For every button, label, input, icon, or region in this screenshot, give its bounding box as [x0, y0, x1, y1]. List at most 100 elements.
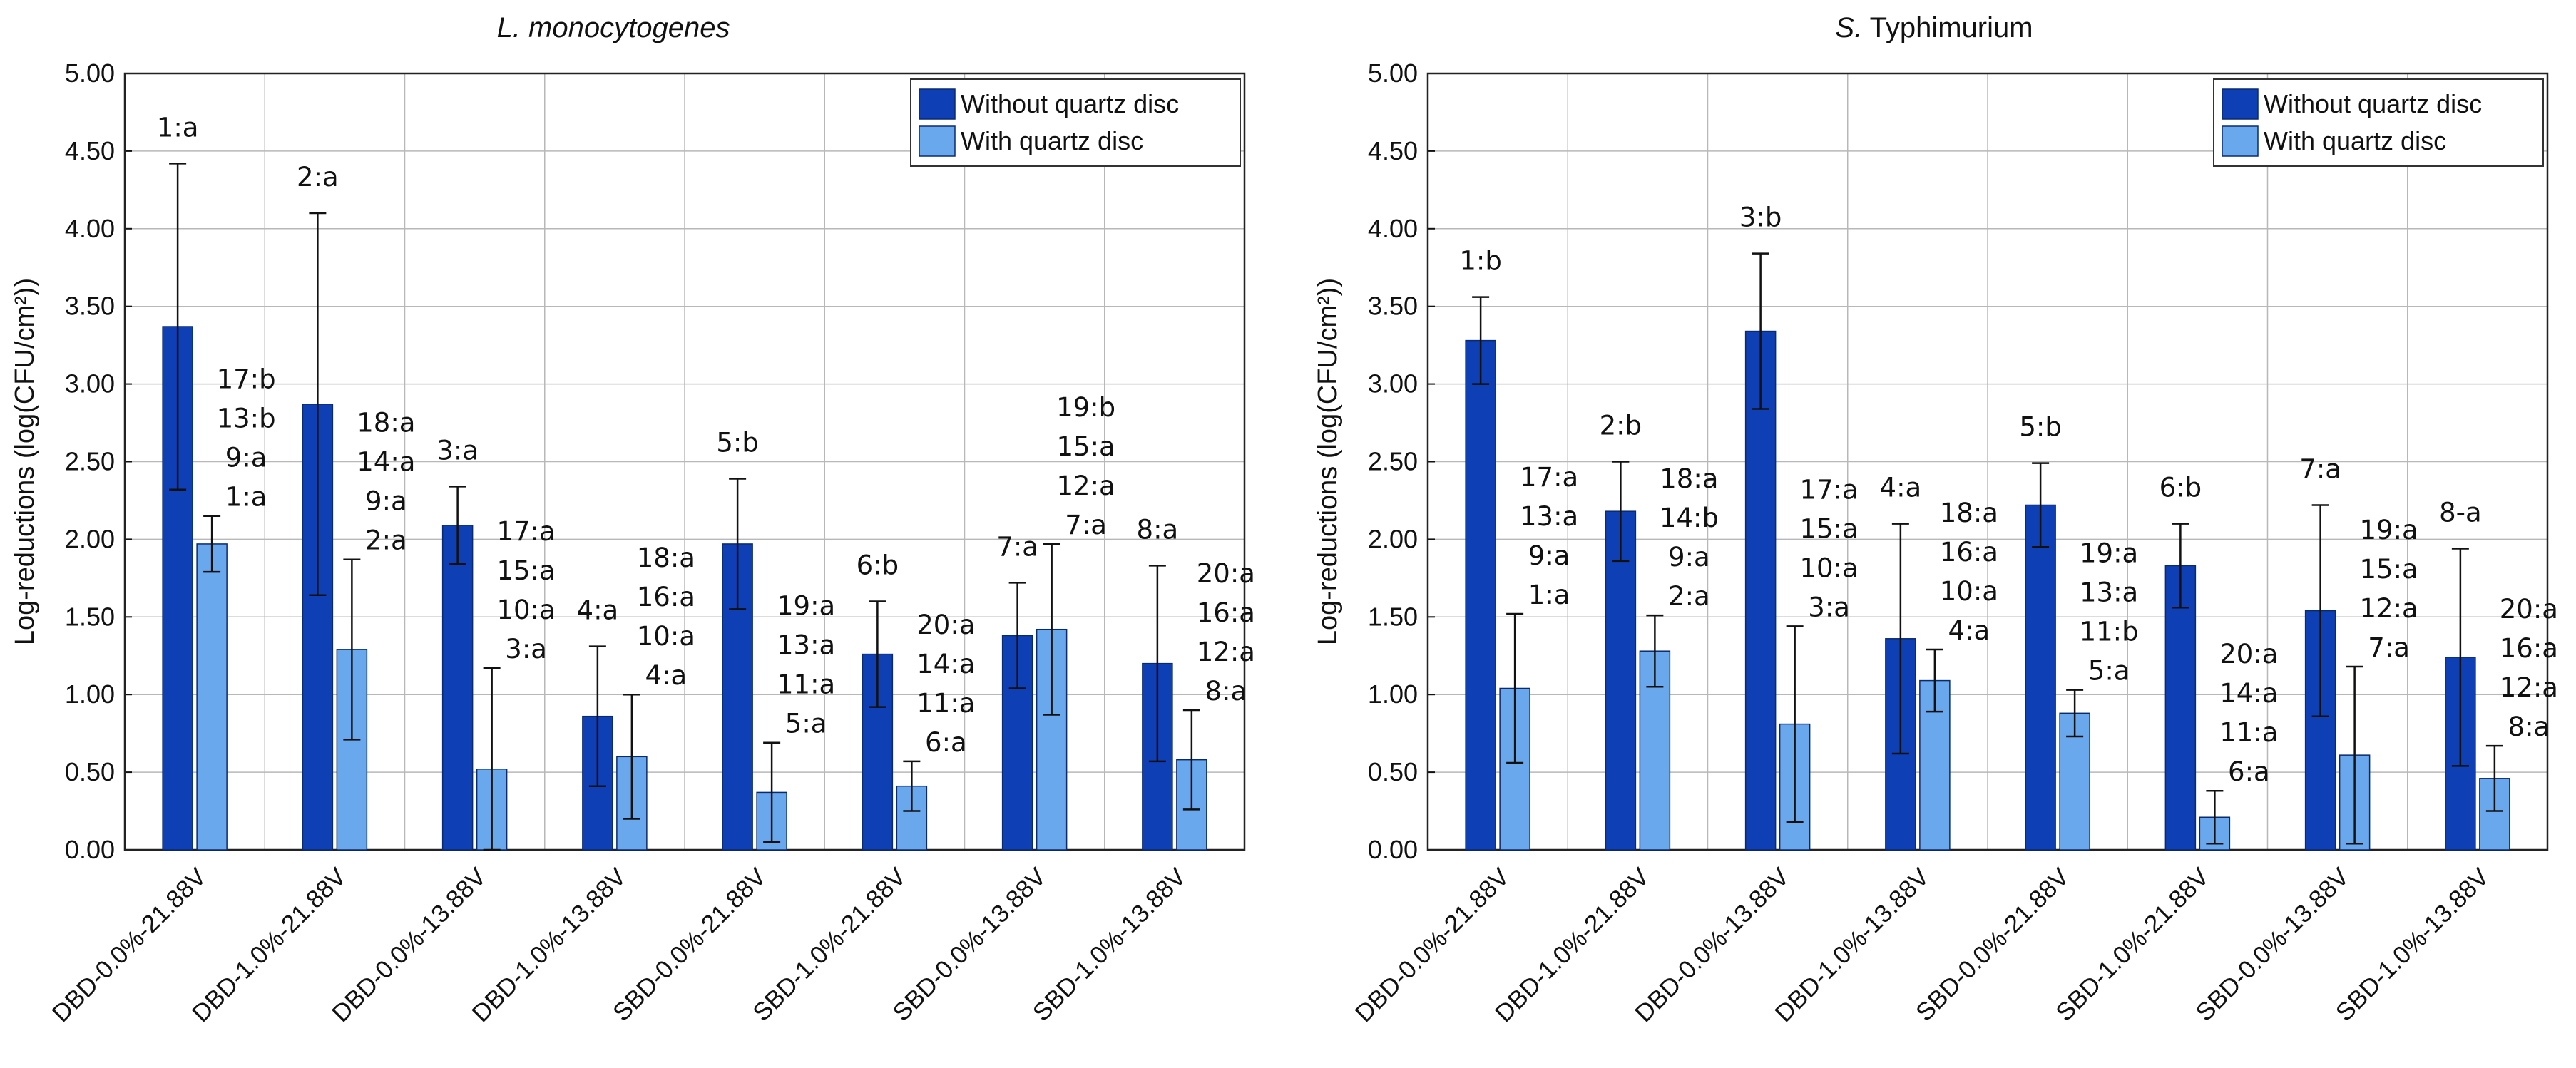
significance-label: 15:a — [1057, 431, 1115, 462]
x-tick-label: SBD-1.0%-21.88V — [747, 863, 911, 1027]
significance-label: 19:b — [1056, 392, 1115, 423]
y-tick-label: 2.00 — [1368, 524, 1418, 553]
legend: Without quartz disc With quartz disc — [910, 78, 1241, 167]
significance-label: 2:a — [1668, 581, 1710, 612]
significance-label: 12:a — [2360, 593, 2418, 624]
significance-label: 20:a — [2500, 594, 2558, 625]
significance-label: 17:a — [1800, 474, 1859, 505]
y-tick-label: 5.00 — [1368, 58, 1418, 88]
legend-swatch — [919, 88, 956, 120]
significance-label: 10:a — [1940, 576, 1998, 607]
y-tick-label: 1.00 — [1368, 679, 1418, 709]
y-tick-label: 5.00 — [65, 58, 115, 88]
significance-label: 2:b — [1600, 411, 1642, 441]
significance-label: 2:a — [365, 525, 407, 556]
x-tick-label: DBD-0.0%-13.88V — [327, 863, 492, 1028]
significance-label: 3:a — [505, 634, 547, 664]
significance-label: 4:a — [577, 595, 619, 626]
legend-swatch — [2222, 88, 2259, 120]
x-tick-label: SBD-0.0%-21.88V — [1911, 863, 2075, 1027]
significance-label: 19:a — [2080, 538, 2138, 569]
x-tick-label: SBD-0.0%-13.88V — [2190, 863, 2354, 1027]
x-tick-label: DBD-1.0%-21.88V — [187, 863, 352, 1028]
significance-label: 5:b — [2019, 412, 2062, 443]
significance-label: 3:a — [436, 435, 479, 466]
significance-label: 6:b — [857, 550, 899, 581]
y-tick-label: 1.00 — [65, 679, 115, 709]
significance-label: 7:a — [2299, 453, 2341, 484]
significance-label: 18:a — [357, 408, 415, 438]
significance-label: 5:a — [2088, 656, 2130, 687]
significance-label: 8:a — [1137, 514, 1179, 545]
x-tick-label: DBD-0.0%-21.88V — [1350, 863, 1516, 1028]
legend-box — [2213, 78, 2544, 167]
significance-label: 2:a — [297, 162, 339, 192]
significance-label: 18:a — [1940, 498, 1998, 528]
legend-label: With quartz disc — [961, 126, 1143, 155]
y-tick-label: 2.50 — [1368, 447, 1418, 476]
significance-label: 11:b — [2080, 617, 2139, 647]
chart-title: L. monocytogenes — [497, 12, 730, 43]
y-tick-label: 1.50 — [65, 602, 115, 631]
significance-label: 19:a — [777, 591, 835, 622]
significance-label: 20:a — [1197, 558, 1255, 589]
x-tick-label: DBD-1.0%-13.88V — [466, 863, 632, 1028]
x-tick-label: SBD-1.0%-13.88V — [2331, 863, 2495, 1027]
legend-label: Without quartz disc — [961, 89, 1179, 118]
bar — [1605, 510, 1637, 851]
significance-label: 9:a — [225, 443, 267, 473]
significance-label: 14:b — [1660, 503, 1719, 533]
y-axis-title: Log-reductions (log(CFU/cm²)) — [10, 278, 40, 645]
x-tick-label: DBD-0.0%-13.88V — [1630, 863, 1795, 1028]
significance-label: 9:a — [1528, 540, 1570, 571]
y-tick-label: 0.00 — [65, 835, 115, 864]
significance-label: 14:a — [916, 649, 975, 679]
y-tick-label: 1.50 — [1368, 602, 1418, 631]
plot-frame — [1426, 72, 2549, 851]
significance-label: 4:a — [1948, 615, 1990, 646]
x-tick-label: SBD-0.0%-21.88V — [608, 863, 772, 1027]
bar — [1744, 330, 1777, 851]
significance-label: 19:a — [2360, 515, 2418, 545]
x-tick-label: DBD-1.0%-21.88V — [1490, 863, 1655, 1028]
x-tick-label: SBD-1.0%-21.88V — [2050, 863, 2214, 1027]
y-tick-label: 3.50 — [65, 292, 115, 321]
significance-label: 16:a — [637, 582, 695, 612]
significance-label: 5:a — [785, 709, 827, 739]
significance-label: 7:a — [996, 531, 1038, 562]
y-tick-label: 0.00 — [1368, 835, 1418, 864]
x-tick-label: DBD-0.0%-21.88V — [47, 863, 213, 1028]
y-tick-label: 3.00 — [1368, 369, 1418, 399]
significance-label: 4:a — [645, 660, 688, 691]
significance-label: 12:a — [2500, 672, 2558, 703]
significance-label: 10:a — [637, 621, 695, 652]
chart-panel-2: S. Typhimurium 0.00 0.50 1.00 1.50 2.00 2.50 3.… — [1313, 12, 2558, 1027]
significance-label: 18:a — [1660, 463, 1718, 494]
significance-label: 5:b — [716, 427, 759, 458]
y-tick-label: 4.50 — [1368, 136, 1418, 165]
y-tick-label: 0.50 — [1368, 757, 1418, 786]
significance-label: 6:a — [2228, 756, 2270, 787]
significance-label: 10:a — [497, 595, 556, 625]
bar — [2025, 504, 2056, 851]
significance-label: 17:a — [1520, 462, 1578, 493]
significance-label: 7:a — [2368, 632, 2410, 663]
significance-label: 9:a — [365, 486, 407, 517]
chart-title-italic: S. — [1835, 12, 1862, 43]
bar — [2164, 565, 2197, 851]
significance-label: 1:a — [1528, 580, 1570, 610]
chart-title-rest: Typhimurium — [1862, 12, 2033, 43]
significance-label: 9:a — [1668, 542, 1710, 572]
y-tick-label: 2.00 — [65, 524, 115, 553]
significance-label: 6:a — [925, 727, 967, 758]
y-tick-label: 4.00 — [1368, 214, 1418, 243]
significance-label: 3:a — [1808, 592, 1850, 622]
significance-label: 8:a — [2508, 712, 2550, 742]
legend: Without quartz disc With quartz disc — [2213, 78, 2544, 167]
significance-label: 3:b — [1739, 202, 1782, 233]
legend-swatch — [919, 125, 956, 157]
significance-label: 13:a — [777, 630, 835, 661]
plot-frame — [123, 72, 1246, 851]
y-tick-label: 0.50 — [65, 757, 115, 786]
